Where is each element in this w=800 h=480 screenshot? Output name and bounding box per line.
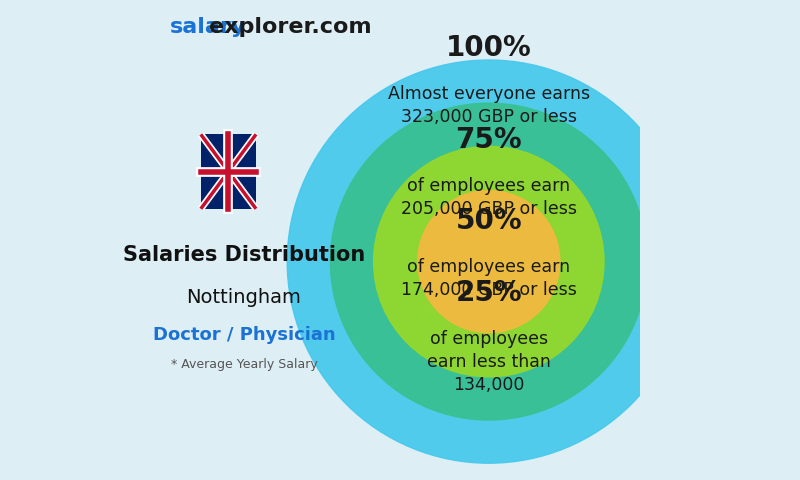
Circle shape <box>374 146 604 377</box>
Text: Salaries Distribution: Salaries Distribution <box>123 245 365 265</box>
Text: of employees: of employees <box>430 330 548 348</box>
Text: 100%: 100% <box>446 35 532 62</box>
Text: of employees earn: of employees earn <box>407 258 570 276</box>
Text: earn less than: earn less than <box>427 353 550 372</box>
Text: 75%: 75% <box>455 126 522 154</box>
Text: of employees earn: of employees earn <box>407 177 570 195</box>
Text: salary: salary <box>170 17 246 37</box>
Text: explorer.com: explorer.com <box>209 17 371 37</box>
Circle shape <box>418 191 560 333</box>
Text: 25%: 25% <box>455 279 522 307</box>
Text: 174,000 GBP or less: 174,000 GBP or less <box>401 281 577 300</box>
Text: * Average Yearly Salary: * Average Yearly Salary <box>170 358 318 371</box>
Text: Nottingham: Nottingham <box>186 288 302 307</box>
Text: Doctor / Physician: Doctor / Physician <box>153 326 335 345</box>
Circle shape <box>287 60 690 463</box>
Circle shape <box>330 103 647 420</box>
Text: 323,000 GBP or less: 323,000 GBP or less <box>401 108 577 127</box>
Text: 205,000 GBP or less: 205,000 GBP or less <box>401 200 577 217</box>
Text: Almost everyone earns: Almost everyone earns <box>388 85 590 104</box>
Text: 50%: 50% <box>455 207 522 235</box>
FancyBboxPatch shape <box>201 134 256 209</box>
Text: 134,000: 134,000 <box>453 376 525 395</box>
